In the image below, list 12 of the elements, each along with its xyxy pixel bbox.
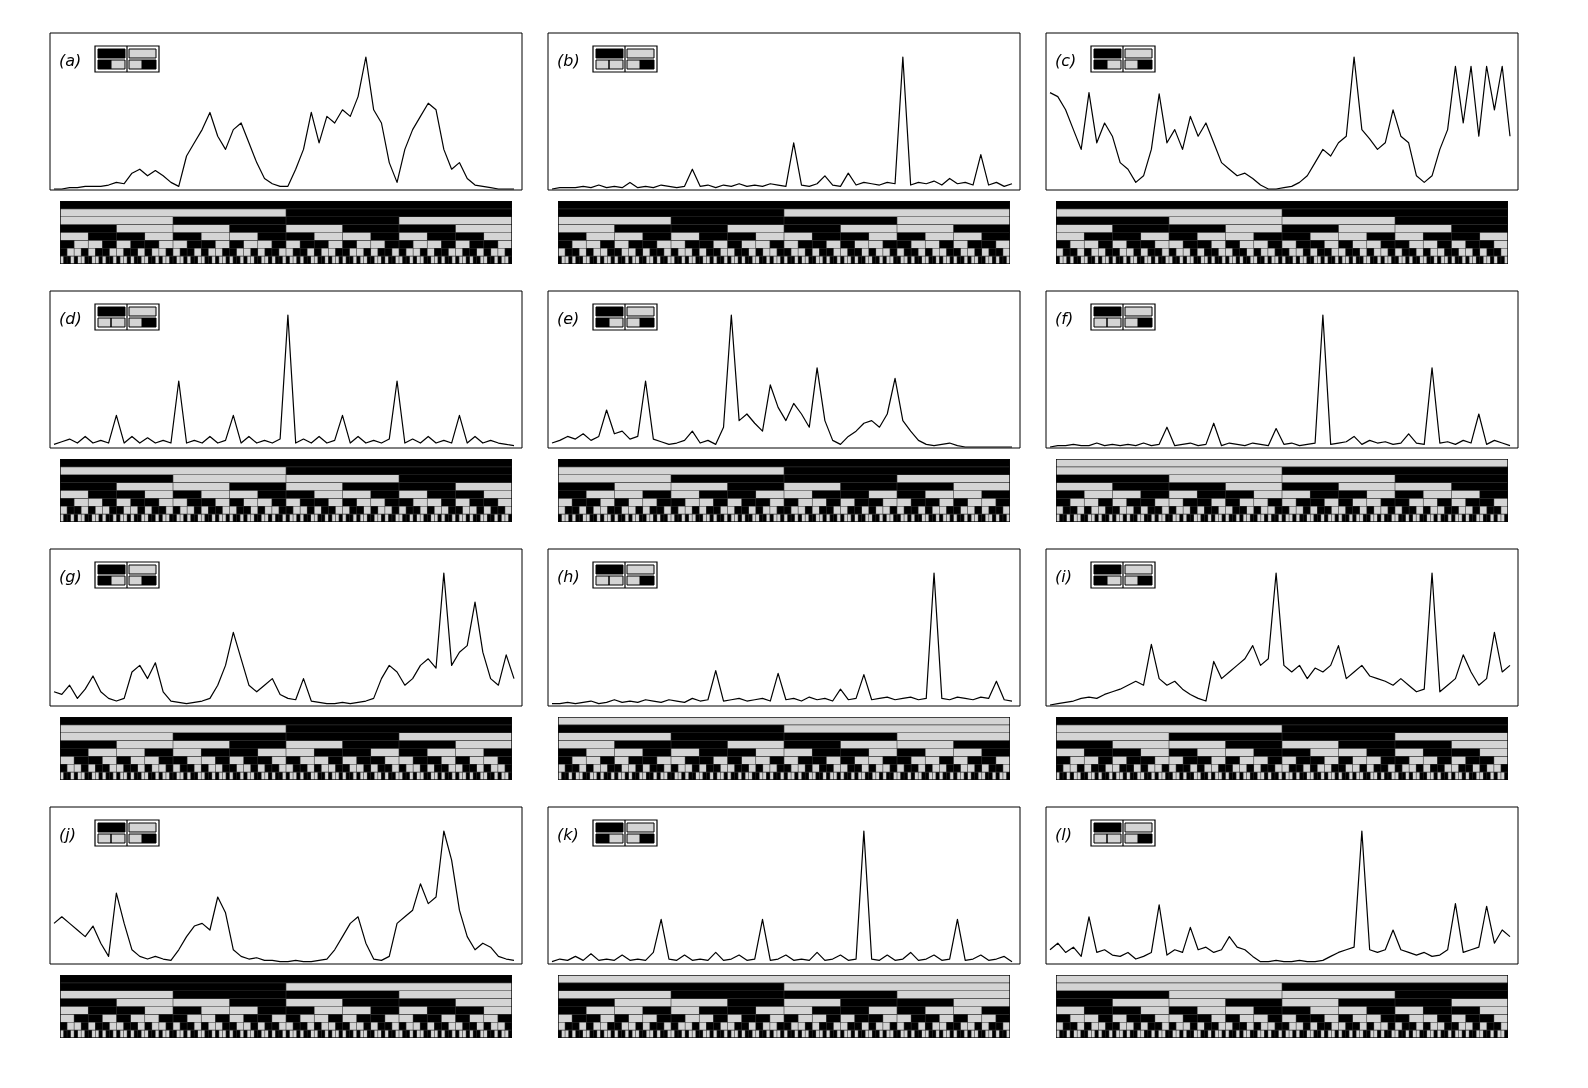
chart-title: (e) <box>557 309 580 328</box>
chart-title: (k) <box>557 825 579 844</box>
chart-title: (c) <box>1055 51 1077 70</box>
chart-title: (h) <box>557 567 580 586</box>
chart-title: (l) <box>1055 825 1072 844</box>
chart-title: (i) <box>1055 567 1072 586</box>
chart-title: (j) <box>59 825 76 844</box>
chart-title: (f) <box>1055 309 1074 328</box>
chart-title: (g) <box>59 567 82 586</box>
chart-title: (d) <box>59 309 82 328</box>
chart-title: (b) <box>557 51 580 70</box>
chart-title: (a) <box>59 51 82 70</box>
